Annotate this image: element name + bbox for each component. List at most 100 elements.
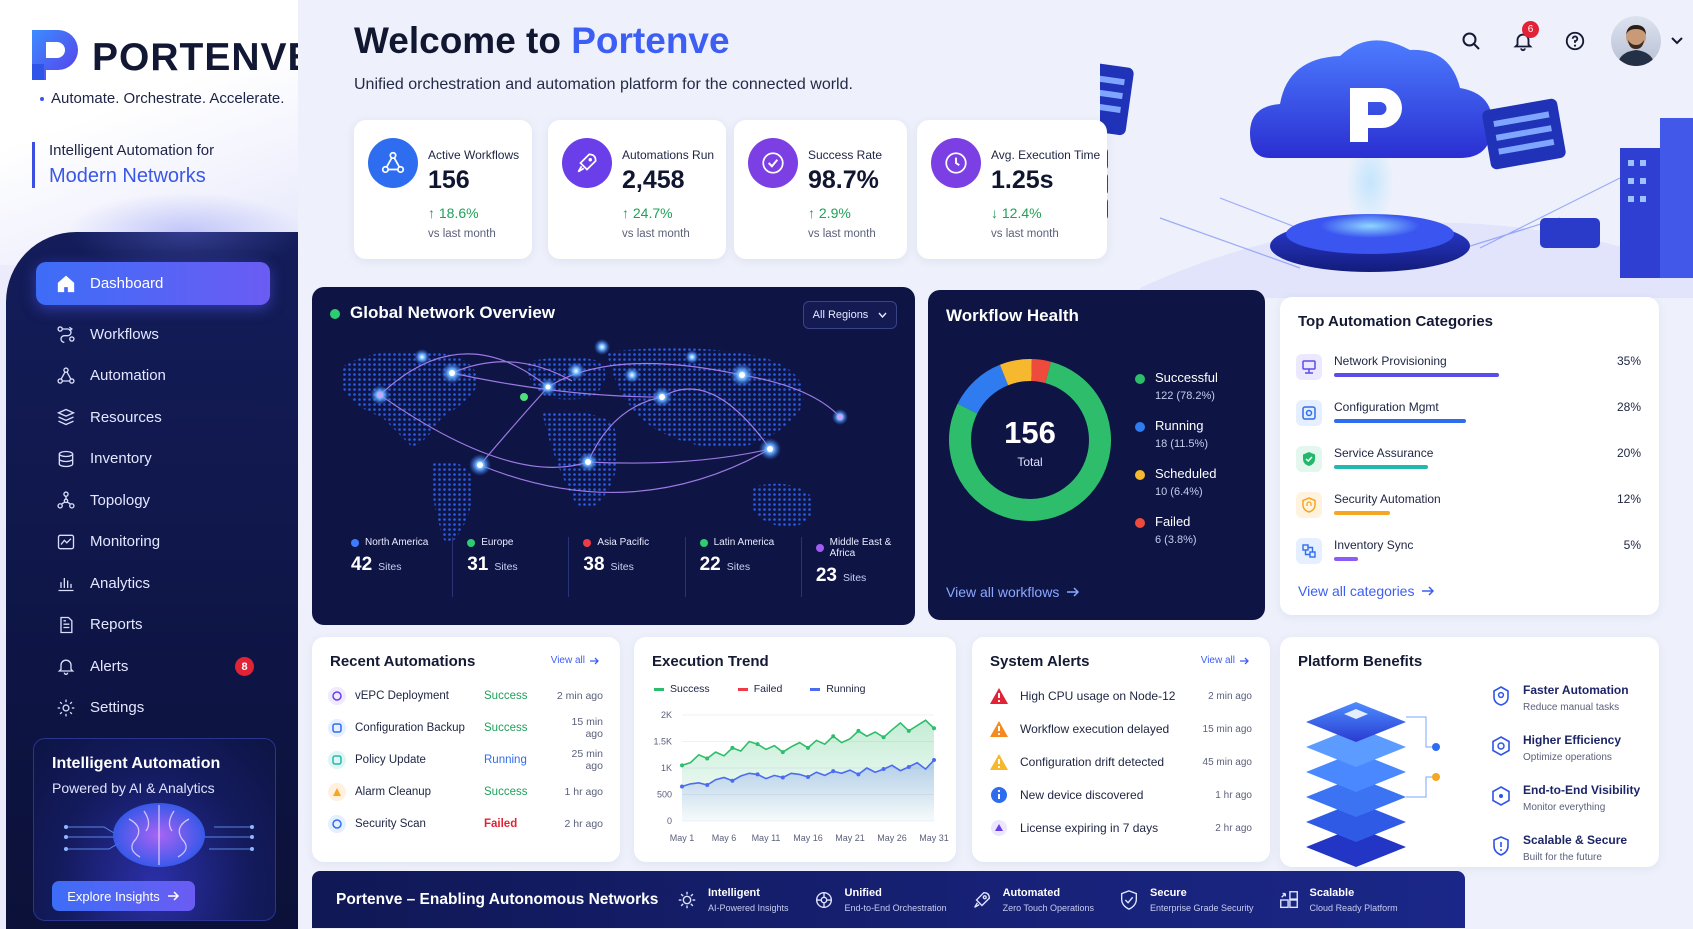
nav-label: Settings [90,699,145,716]
recent-row[interactable]: Security Scan Failed 2 hr ago [328,814,603,834]
nav-item-resources[interactable]: Resources [36,398,270,436]
nav-item-monitoring[interactable]: Monitoring [36,523,270,561]
footer-title: Portenve – Enabling Autonomous Networks [336,890,659,908]
nav-label: Resources [90,408,162,426]
alert-row[interactable]: Configuration drift detected 45 min ago [988,751,1252,773]
recent-view-all-link[interactable]: View all [551,655,600,666]
view-all-categories-link[interactable]: View all categories [1298,583,1435,599]
recent-time: 2 hr ago [564,818,603,830]
region-europe[interactable]: Europe 31 Sites [453,537,570,597]
alert-row[interactable]: New device discovered 1 hr ago [988,784,1252,806]
region-unit: Sites [610,561,634,573]
region-value: 38 Sites [583,554,684,576]
kpi-active-workflows[interactable]: Active Workflows 156 ↑ 18.6% vs last mon… [354,120,532,259]
help-icon [1565,31,1585,51]
region-filter-select[interactable]: All Regions [803,301,897,329]
region-north-america[interactable]: North America 42 Sites [337,537,454,597]
nav-item-topology[interactable]: Topology [36,481,270,519]
recent-row[interactable]: vEPC Deployment Success 2 min ago [328,686,603,706]
legend-label: Success [670,683,710,695]
arrow-down-icon: ↓ [991,205,1002,221]
intro-line-2: Modern Networks [49,165,206,187]
sidebar: PORTENVE Automate. Orchestrate. Accelera… [0,0,298,929]
brain-gear-icon [678,891,696,908]
nav-item-dashboard[interactable]: Dashboard [36,262,270,305]
view-all-workflows-link[interactable]: View all workflows [946,584,1080,600]
kpi-automations-run[interactable]: Automations Run 2,458 ↑ 24.7% vs last mo… [548,120,726,259]
alert-row[interactable]: High CPU usage on Node-12 2 min ago [988,685,1252,707]
alert-row[interactable]: License expiring in 7 days 2 hr ago [988,817,1252,839]
y-tick-label: 1K [661,763,672,773]
region-dot [699,538,708,547]
nav-item-alerts[interactable]: Alerts 8 [36,647,270,685]
region-filter-value: All Regions [812,309,869,321]
rocket-icon [577,153,597,173]
nav-item-analytics[interactable]: Analytics [36,564,270,602]
workflow-health-card: Workflow Health 156 Total Successful 122 … [928,290,1265,620]
kpi-icon-bg [562,138,612,188]
inventory-icon [58,450,74,467]
automation-icon [57,366,75,384]
region-asia-pacific[interactable]: Asia Pacific 38 Sites [569,537,686,597]
topology-icon [57,491,75,509]
alert-triangle-icon [333,788,341,796]
footer-item-sub: Enterprise Grade Security [1150,902,1254,913]
category-inventory-sync[interactable]: Inventory Sync 5% [1296,536,1641,576]
top-actions: 6 [1455,16,1683,66]
explore-insights-button[interactable]: Explore Insights [52,881,195,911]
alerts-view-all-link[interactable]: View all [1201,655,1250,666]
workflow-health-title: Workflow Health [946,306,1079,325]
alert-row[interactable]: Workflow execution delayed 15 min ago [988,718,1252,740]
category-service-assurance[interactable]: Service Assurance 20% [1296,444,1641,484]
region-dot [583,538,592,547]
arrow-up-icon: ↑ [622,205,633,221]
benefits-title: Platform Benefits [1298,653,1423,670]
brand-tagline: Automate. Orchestrate. Accelerate. [51,90,285,107]
brand-logo[interactable]: PORTENVE [28,26,298,84]
x-tick-label: May 21 [835,833,865,843]
recent-icon-bg [328,751,346,769]
chevron-down-icon[interactable] [1671,37,1683,45]
region-latin-america[interactable]: Latin America 22 Sites [686,537,802,597]
recent-status: Running [484,754,527,766]
main-nav: Dashboard Workflows Automation Resources… [36,262,270,730]
recent-icon-bg [328,783,346,801]
category-security-automation[interactable]: Security Automation 12% [1296,490,1641,530]
kpi-avg-execution-time[interactable]: Avg. Execution Time 1.25s ↓ 12.4% vs las… [917,120,1107,259]
kpi-success-rate[interactable]: Success Rate 98.7% ↑ 2.9% vs last month [734,120,907,259]
world-map [342,339,848,543]
user-avatar[interactable] [1611,16,1661,66]
region-label: North America [365,537,429,548]
nav-item-workflows[interactable]: Workflows [36,315,270,353]
region-middle-east-africa[interactable]: Middle East & Africa 23 Sites [802,537,915,597]
execution-trend-chart: 0 500 1K 1.5K 2K May 1 May 6 May 11 May 16 May 21… [653,710,948,843]
category-name: Network Provisioning [1334,354,1447,368]
nav-item-automation[interactable]: Automation [36,357,270,395]
recent-status: Success [484,722,528,734]
network-provisioning-icon [1302,360,1316,374]
shield-check-icon [1120,889,1138,910]
recent-row[interactable]: Configuration Backup Success 15 min ago [328,716,603,740]
category-configuration-mgmt[interactable]: Configuration Mgmt 28% [1296,398,1641,438]
continent-australia [752,483,813,527]
x-tick-label: May 26 [877,833,907,843]
recent-row[interactable]: Alarm Cleanup Success 1 hr ago [328,782,603,802]
category-network-provisioning[interactable]: Network Provisioning 35% [1296,352,1641,392]
category-bar [1334,511,1390,515]
global-network-card: Global Network Overview All Regions [312,287,915,625]
nav-item-inventory[interactable]: Inventory [36,440,270,478]
category-pct: 5% [1623,538,1641,552]
help-button[interactable] [1559,25,1591,57]
notifications-button[interactable]: 6 [1507,21,1539,57]
point-success [806,745,810,750]
automation-status-icon [332,755,342,765]
nav-item-settings[interactable]: Settings [36,689,270,727]
search-button[interactable] [1455,25,1487,57]
nav-item-reports[interactable]: Reports [36,606,270,644]
alert-name: Configuration drift detected [1020,755,1165,769]
region-dot [351,538,359,547]
nav-label: Workflows [90,325,159,343]
recent-row[interactable]: Policy Update Running 25 min ago [328,748,603,772]
clock-icon [945,152,967,174]
region-name: Latin America [699,537,801,548]
